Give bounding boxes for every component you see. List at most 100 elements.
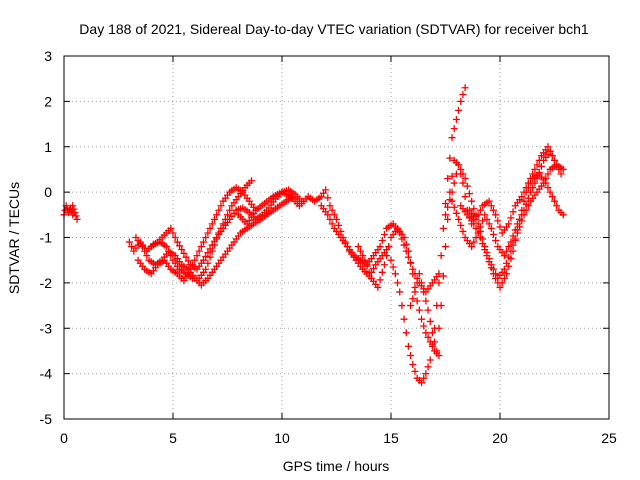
data-point <box>184 257 192 265</box>
data-point <box>424 333 432 341</box>
y-tick-label: 2 <box>44 93 52 109</box>
data-point <box>202 234 210 241</box>
data-point <box>376 243 384 251</box>
data-point <box>483 215 491 223</box>
data-point <box>492 211 500 219</box>
data-point <box>470 238 478 246</box>
x-tick-label: 20 <box>492 430 508 446</box>
data-point <box>544 184 552 192</box>
data-point <box>457 221 465 229</box>
data-point <box>143 252 151 260</box>
data-point <box>489 270 497 278</box>
data-point <box>202 265 210 273</box>
data-point <box>498 279 506 287</box>
data-point <box>448 134 456 142</box>
data-point <box>426 356 434 364</box>
data-point <box>378 268 386 276</box>
data-point <box>411 288 419 296</box>
data-point <box>553 202 561 210</box>
data-point <box>470 205 478 213</box>
data-point <box>361 256 369 264</box>
data-point <box>474 229 482 237</box>
data-point <box>459 179 467 187</box>
data-point <box>424 306 432 314</box>
data-point <box>511 237 519 245</box>
data-point <box>524 179 532 187</box>
data-point <box>505 243 513 251</box>
data-point <box>452 209 460 217</box>
data-point <box>391 270 399 278</box>
data-point <box>389 263 397 271</box>
grid-lines <box>64 56 609 419</box>
data-point <box>544 170 552 178</box>
data-point <box>465 190 473 198</box>
data-point <box>383 252 391 260</box>
data-point <box>476 234 484 241</box>
data-point <box>202 252 210 260</box>
data-point <box>422 297 430 305</box>
data-point <box>479 240 487 248</box>
data-point <box>418 315 426 323</box>
data-point <box>524 194 532 202</box>
data-point <box>398 302 406 310</box>
data-point <box>555 165 563 173</box>
data-point <box>182 273 190 281</box>
data-point <box>409 270 417 278</box>
data-point <box>468 243 476 251</box>
data-point <box>516 215 524 223</box>
y-axis-label: SDTVAR / TECUs <box>6 182 22 294</box>
data-point <box>431 338 439 346</box>
data-point <box>420 322 428 330</box>
data-point <box>444 203 452 211</box>
data-point <box>518 206 526 214</box>
data-point <box>487 202 495 210</box>
data-point <box>204 249 212 257</box>
data-point <box>442 199 449 207</box>
data-point <box>402 240 410 248</box>
data-point <box>457 165 465 173</box>
data-point <box>509 247 517 255</box>
data-point <box>459 91 467 99</box>
data-point <box>380 261 388 269</box>
data-point <box>169 229 177 237</box>
data-point <box>435 270 443 278</box>
data-point <box>191 256 199 264</box>
data-point <box>208 220 216 228</box>
data-point <box>439 272 447 280</box>
data-point <box>415 270 423 278</box>
x-tick-label: 5 <box>169 430 177 446</box>
data-point <box>509 208 517 216</box>
data-point <box>141 247 149 255</box>
data-point <box>385 243 393 251</box>
data-point <box>437 302 445 310</box>
data-point <box>324 211 332 219</box>
data-point <box>542 179 550 187</box>
data-point <box>224 211 231 219</box>
data-point <box>428 329 436 337</box>
chart-title: Day 188 of 2021, Sidereal Day-to-day VTE… <box>79 21 589 37</box>
y-tick-label: 1 <box>44 139 52 155</box>
data-point <box>522 184 530 192</box>
data-point <box>472 224 480 232</box>
data-point <box>487 224 495 232</box>
data-point <box>446 154 454 162</box>
data-point <box>492 274 500 282</box>
data-point <box>247 177 255 185</box>
data-point <box>546 188 554 196</box>
data-point <box>376 276 384 284</box>
y-tick-labels: -5 -4 -3 -2 -1 0 1 2 3 <box>40 48 53 427</box>
data-point <box>509 232 517 240</box>
data-point <box>479 217 487 225</box>
data-point <box>513 220 521 228</box>
data-point <box>69 202 77 210</box>
data-point <box>370 265 378 273</box>
data-point <box>437 252 445 260</box>
data-point <box>171 234 179 241</box>
data-point <box>476 206 484 214</box>
data-point <box>559 211 567 219</box>
data-point <box>424 363 432 371</box>
data-point <box>354 243 362 251</box>
data-point <box>197 243 205 251</box>
data-point <box>204 229 212 237</box>
data-point <box>537 162 545 170</box>
